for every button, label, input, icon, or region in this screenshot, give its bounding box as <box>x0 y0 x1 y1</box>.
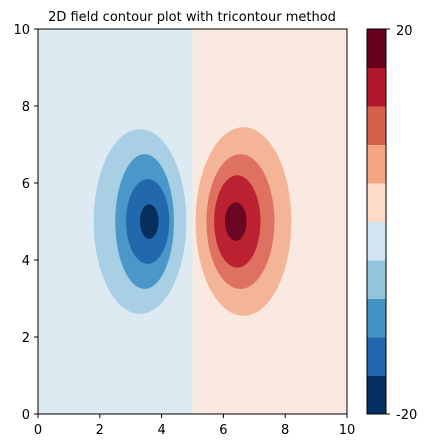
x-tick-label: 4 <box>157 423 165 438</box>
negative-lobe <box>93 129 187 314</box>
y-tick-label: 8 <box>22 100 30 115</box>
x-tick-label: 0 <box>34 423 42 438</box>
x-tick-label: 10 <box>339 423 356 438</box>
colorbar-segment <box>367 375 386 415</box>
contour-right-level-4 <box>224 202 247 241</box>
colorbar-segment <box>367 67 386 107</box>
y-tick-label: 2 <box>22 331 30 346</box>
plot-area <box>38 29 347 414</box>
colorbar-segment <box>367 337 386 376</box>
colorbar-segment <box>367 221 386 261</box>
colorbar-segment <box>367 260 386 299</box>
colorbar <box>366 28 390 415</box>
colorbar-frame <box>366 28 387 415</box>
y-tick-label: 10 <box>13 23 30 38</box>
y-tick-label: 4 <box>22 254 30 269</box>
x-tick-label: 8 <box>281 423 289 438</box>
positive-lobe <box>195 127 292 316</box>
colorbar-segment <box>367 144 386 184</box>
chart-title: 2D field contour plot with tricontour me… <box>48 10 336 25</box>
colorbar-max-label: 20 <box>396 24 413 39</box>
contour-left-level-4 <box>139 204 159 239</box>
y-tick-label: 6 <box>22 177 30 192</box>
x-tick-label: 6 <box>219 423 227 438</box>
axes: 0 2 4 6 8 10 0 2 4 6 8 10 <box>13 23 355 438</box>
colorbar-min-label: -20 <box>396 408 417 423</box>
x-tick-label: 2 <box>96 423 104 438</box>
colorbar-segment <box>367 29 386 68</box>
colorbar-segment <box>367 183 386 222</box>
y-tick-label: 0 <box>22 408 30 423</box>
plot-frame <box>37 28 348 415</box>
colorbar-segment <box>367 298 386 338</box>
colorbar-segment <box>367 106 386 145</box>
